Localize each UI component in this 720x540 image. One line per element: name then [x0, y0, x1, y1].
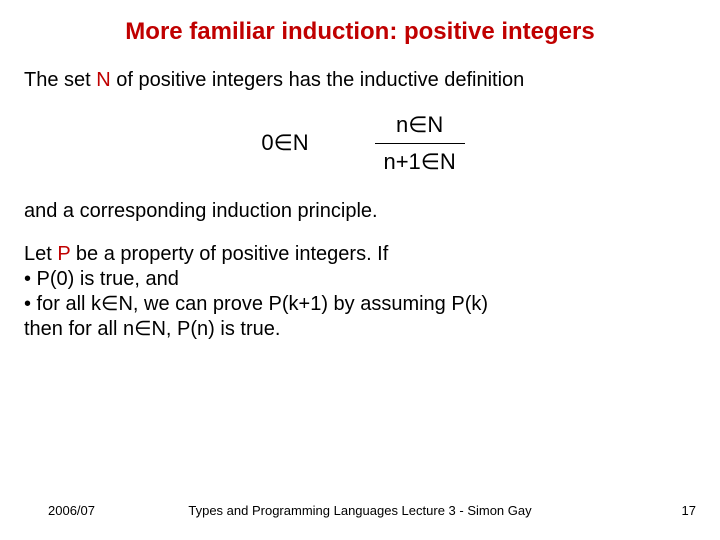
rule-conclusion: n+1∈N [377, 148, 461, 176]
rule-premise: n∈N [390, 111, 449, 139]
axiom-rule: 0∈N [255, 129, 314, 157]
bullet-base-case: • P(0) is true, and [24, 267, 696, 292]
conclusion-line: then for all n∈N, P(n) is true. [24, 317, 696, 342]
property-paragraph: Let P be a property of positive integers… [24, 242, 696, 342]
footer-title: Types and Programming Languages Lecture … [188, 503, 531, 518]
intro-prefix: The set [24, 69, 96, 91]
footer-page-number: 17 [682, 503, 696, 518]
step-rule: n∈N n+1∈N [375, 111, 465, 175]
inference-rules: 0∈N n∈N n+1∈N [24, 111, 696, 175]
p-prefix: Let [24, 243, 57, 265]
intro-suffix: of positive integers has the inductive d… [111, 69, 525, 91]
bullet-inductive-step: • for all k∈N, we can prove P(k+1) by as… [24, 292, 696, 317]
slide: More familiar induction: positive intege… [0, 0, 720, 540]
slide-title: More familiar induction: positive intege… [24, 18, 696, 46]
property-line: Let P be a property of positive integers… [24, 242, 696, 267]
slide-footer: 2006/07 Types and Programming Languages … [0, 503, 720, 518]
p-suffix: be a property of positive integers. If [70, 243, 388, 265]
induction-principle-intro: and a corresponding induction principle. [24, 199, 696, 224]
footer-date: 2006/07 [48, 503, 95, 518]
set-N: N [96, 69, 110, 91]
rule-line [375, 143, 465, 144]
property-P: P [57, 243, 70, 265]
intro-paragraph: The set N of positive integers has the i… [24, 68, 696, 93]
slide-body: The set N of positive integers has the i… [24, 68, 696, 342]
